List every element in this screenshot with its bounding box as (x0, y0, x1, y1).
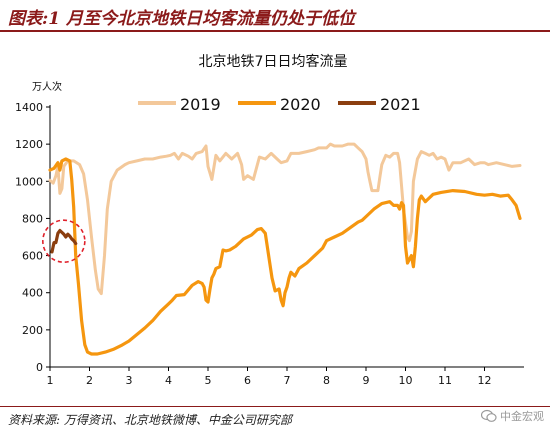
y-tick-label: 0 (36, 361, 43, 374)
x-tick-label: 1 (47, 374, 54, 387)
x-tick-label: 2 (86, 374, 93, 387)
y-tick-label: 1400 (15, 101, 43, 114)
chart-title: 北京地铁7日日均客流量 (199, 53, 348, 70)
x-tick-label: 11 (438, 374, 452, 387)
figure-title: 图表:1 月至今北京地铁日均客流量仍处于低位 (8, 9, 356, 29)
x-tick-label: 6 (244, 374, 251, 387)
y-tick-label: 400 (22, 287, 43, 300)
x-tick-label: 9 (363, 374, 370, 387)
y-tick-label: 600 (22, 250, 43, 263)
x-tick-label: 10 (399, 374, 413, 387)
watermark: 中金宏观 (481, 408, 544, 424)
x-tick-label: 12 (478, 374, 492, 387)
title-rule (0, 30, 550, 32)
y-tick-label: 200 (22, 324, 43, 337)
watermark-text: 中金宏观 (500, 410, 544, 423)
source-note: 资料来源: 万得资讯、北京地铁微博、中金公司研究部 (8, 413, 292, 427)
x-tick-label: 7 (284, 374, 291, 387)
y-tick-label: 1000 (15, 175, 43, 188)
highlight-circle (42, 219, 86, 263)
wechat-icon (481, 409, 497, 422)
legend-label-2020: 2020 (280, 95, 321, 114)
series-line-2020 (48, 157, 522, 356)
x-tick-label: 8 (323, 374, 330, 387)
legend: 2019 2020 2021 (138, 95, 421, 114)
source-rule (0, 406, 550, 407)
y-tick-label: 1200 (15, 138, 43, 151)
y-tick-label: 800 (22, 212, 43, 225)
legend-label-2021: 2021 (380, 95, 421, 114)
y-axis-label: 万人次 (32, 80, 62, 93)
legend-label-2019: 2019 (180, 95, 221, 114)
x-tick-label: 3 (126, 374, 133, 387)
series-line-2019 (48, 142, 522, 296)
series-line-2021 (50, 228, 78, 254)
x-tick-label: 5 (205, 374, 212, 387)
x-tick-label: 4 (165, 374, 172, 387)
